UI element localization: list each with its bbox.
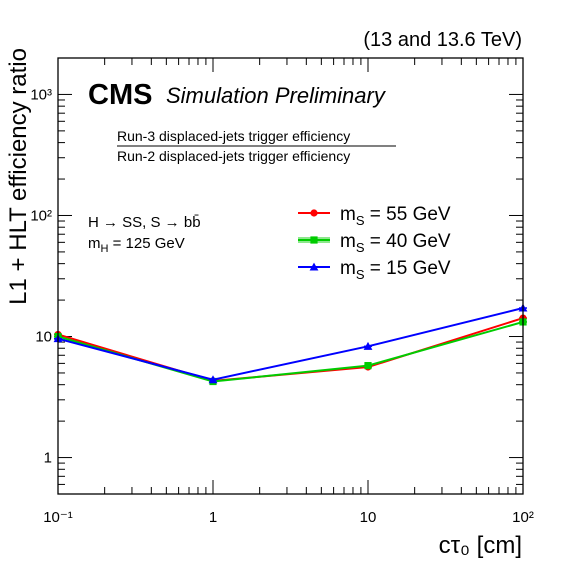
data-point — [364, 362, 372, 370]
series-line — [57, 307, 524, 381]
data-series — [53, 303, 528, 386]
legend-entry: mS = 55 GeV — [298, 204, 451, 228]
y-tick-label: 1 — [44, 450, 52, 467]
x-axis-label: cτ₀ [cm] — [439, 532, 522, 559]
legend-label: mS = 40 GeV — [340, 231, 451, 255]
process-label: H → SS, S → bb̄ — [88, 214, 201, 231]
x-tick-label: 1 — [209, 509, 217, 526]
series-triangle — [53, 303, 528, 384]
x-tick-label: 10 — [360, 509, 377, 526]
data-point — [208, 375, 218, 384]
y-axis-label: L1 + HLT efficiency ratio — [5, 48, 32, 305]
axis-ticks — [57, 57, 524, 495]
series-line — [57, 320, 524, 383]
legend: mS = 55 GeV mS = 40 GeV mS = 15 GeV — [298, 204, 451, 282]
x-tick-label: 10⁻¹ — [43, 509, 73, 526]
legend-marker — [310, 236, 318, 244]
legend-marker — [310, 209, 318, 217]
x-tick-label: 10² — [512, 509, 534, 526]
ratio-numerator: Run-3 displaced-jets trigger efficiency — [117, 128, 350, 144]
data-point — [363, 341, 373, 350]
legend-label: mS = 55 GeV — [340, 204, 451, 228]
legend-label: mS = 15 GeV — [340, 258, 451, 282]
plot-frame — [57, 57, 524, 495]
y-tick-label: 10 — [35, 329, 52, 346]
energy-label: (13 and 13.6 TeV) — [363, 29, 522, 51]
tick-labels: 10⁻¹ 1 10 10² 1 10 10² 10³ — [30, 86, 534, 526]
y-tick-label: 10³ — [30, 86, 52, 103]
series-square — [54, 318, 527, 386]
y-tick-label: 10² — [30, 207, 52, 224]
status-label: Simulation Preliminary — [166, 83, 387, 108]
ratio-denominator: Run-2 displaced-jets trigger efficiency — [117, 148, 350, 164]
series-line — [57, 317, 524, 382]
legend-entry: mS = 15 GeV — [298, 258, 451, 282]
higgs-mass-label: mH = 125 GeV — [88, 235, 185, 255]
cms-label: CMS — [88, 79, 152, 111]
legend-entry: mS = 40 GeV — [298, 231, 451, 255]
legend-marker — [309, 262, 319, 271]
